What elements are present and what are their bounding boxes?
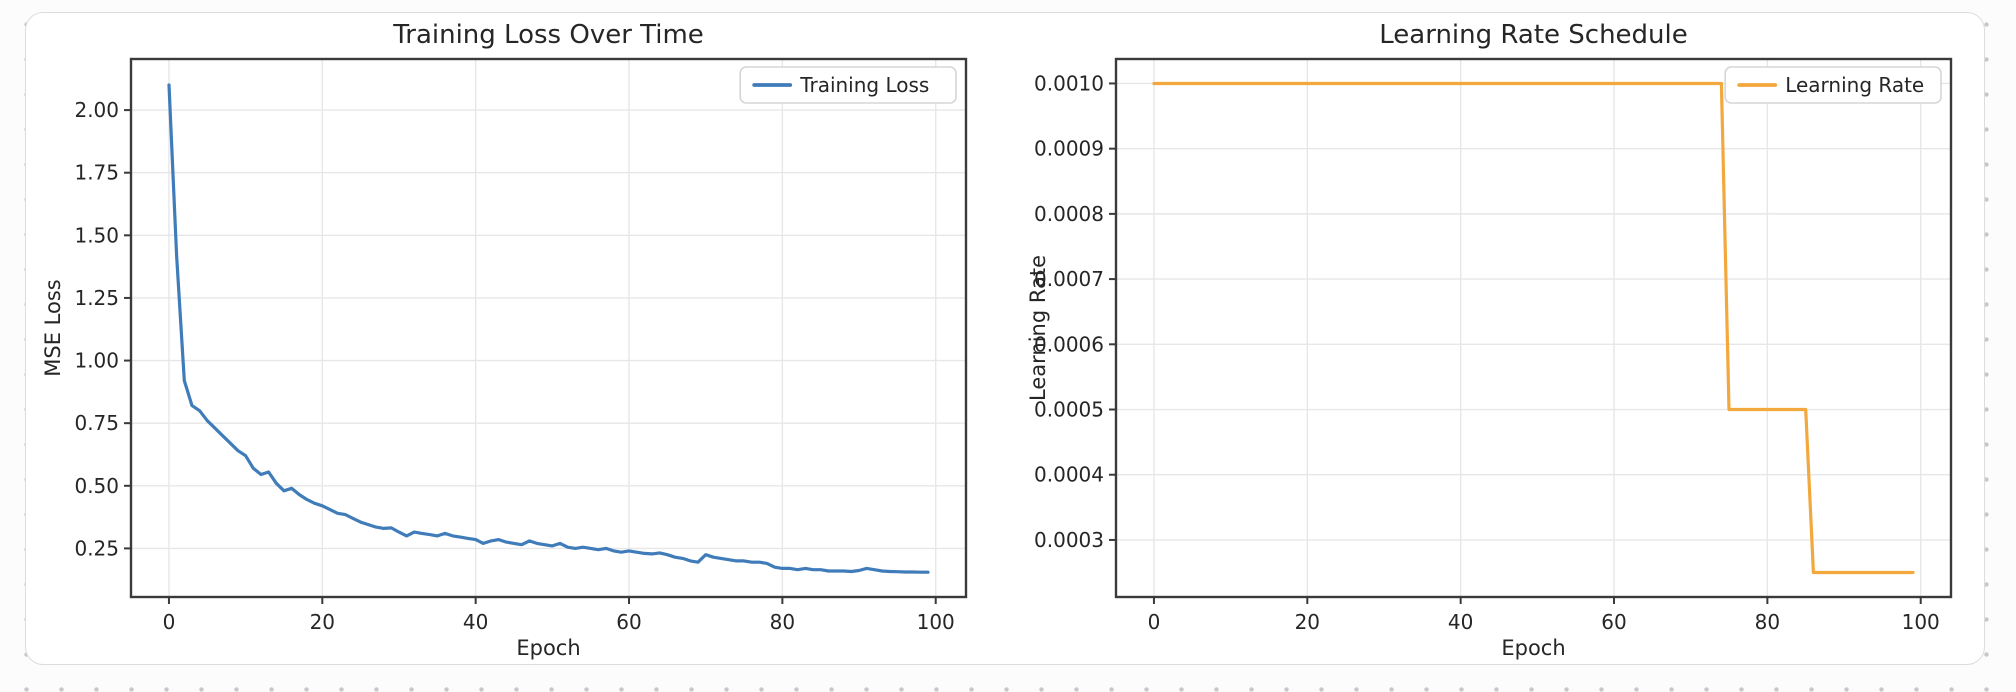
x-tick-label: 0 (163, 610, 176, 634)
figure-card: 0 20 40 60 80 100 0.25 0.50 0.75 1.00 1.25 1.50 1.75… (25, 12, 1985, 665)
y-tick-label: 2.00 (74, 98, 119, 122)
x-tick-label: 40 (1448, 610, 1473, 634)
x-tick-label: 80 (770, 610, 795, 634)
legend-box (739, 66, 957, 104)
y-tick-label: 0.0007 (1034, 267, 1104, 291)
x-tick-label: 40 (463, 610, 488, 634)
x-tick-label: 20 (1295, 610, 1320, 634)
y-tick-label: 1.75 (74, 161, 119, 185)
y-tick-label: 0.0008 (1034, 202, 1104, 226)
legend-label: Learning Rate (1785, 73, 1924, 97)
x-axis-label: Epoch (516, 636, 580, 660)
y-tick-label: 0.0005 (1034, 398, 1104, 422)
plot-border (129, 57, 968, 599)
legend-label: Training Loss (799, 73, 929, 97)
y-tick-label: 0.0003 (1034, 528, 1104, 552)
y-axis-label: Learning Rate (1026, 255, 1050, 401)
plot-border (1114, 57, 1953, 599)
learning-rate-chart: 0 20 40 60 80 100 0.0003 0.0004 0.0005 0.0006 0.00… (1021, 15, 1971, 663)
y-tick-label: 1.50 (74, 223, 119, 247)
series-line (167, 83, 930, 574)
learning-rate-svg: 0 20 40 60 80 100 0.0003 0.0004 0.0005 0.0006 0.00… (1026, 20, 1953, 660)
y-tick-label: 0.50 (74, 474, 119, 498)
x-tick-label: 100 (1902, 610, 1940, 634)
legend-box (1724, 66, 1942, 104)
chart-title: Training Loss Over Time (392, 20, 704, 50)
y-tick-label: 0.0009 (1034, 137, 1104, 161)
training-loss-svg: 0 20 40 60 80 100 0.25 0.50 0.75 1.00 1.25 1.50 1.75… (41, 20, 968, 660)
x-tick-label: 100 (917, 610, 955, 634)
y-tick-label: 0.25 (74, 536, 119, 560)
plot-area (1116, 59, 1951, 597)
x-tick-label: 60 (616, 610, 641, 634)
series-line (1152, 81, 1915, 575)
y-axis-label: MSE Loss (41, 279, 65, 376)
y-tick-label: 0.75 (74, 411, 119, 435)
y-tick-label: 0.0004 (1034, 463, 1104, 487)
x-tick-label: 20 (310, 610, 335, 634)
legend: Training Loss (739, 66, 957, 104)
training-loss-chart: 0 20 40 60 80 100 0.25 0.50 0.75 1.00 1.25 1.50 1.75… (36, 15, 986, 663)
y-tick-label: 0.0010 (1034, 71, 1104, 95)
x-tick-label: 60 (1601, 610, 1626, 634)
x-axis-label: Epoch (1501, 636, 1565, 660)
legend: Learning Rate (1724, 66, 1942, 104)
y-tick-label: 0.0006 (1034, 332, 1104, 356)
plot-area (131, 59, 966, 597)
x-tick-label: 80 (1755, 610, 1780, 634)
x-tick-label: 0 (1148, 610, 1161, 634)
y-tick-label: 1.25 (74, 286, 119, 310)
y-tick-label: 1.00 (74, 349, 119, 373)
chart-title: Learning Rate Schedule (1379, 20, 1688, 50)
